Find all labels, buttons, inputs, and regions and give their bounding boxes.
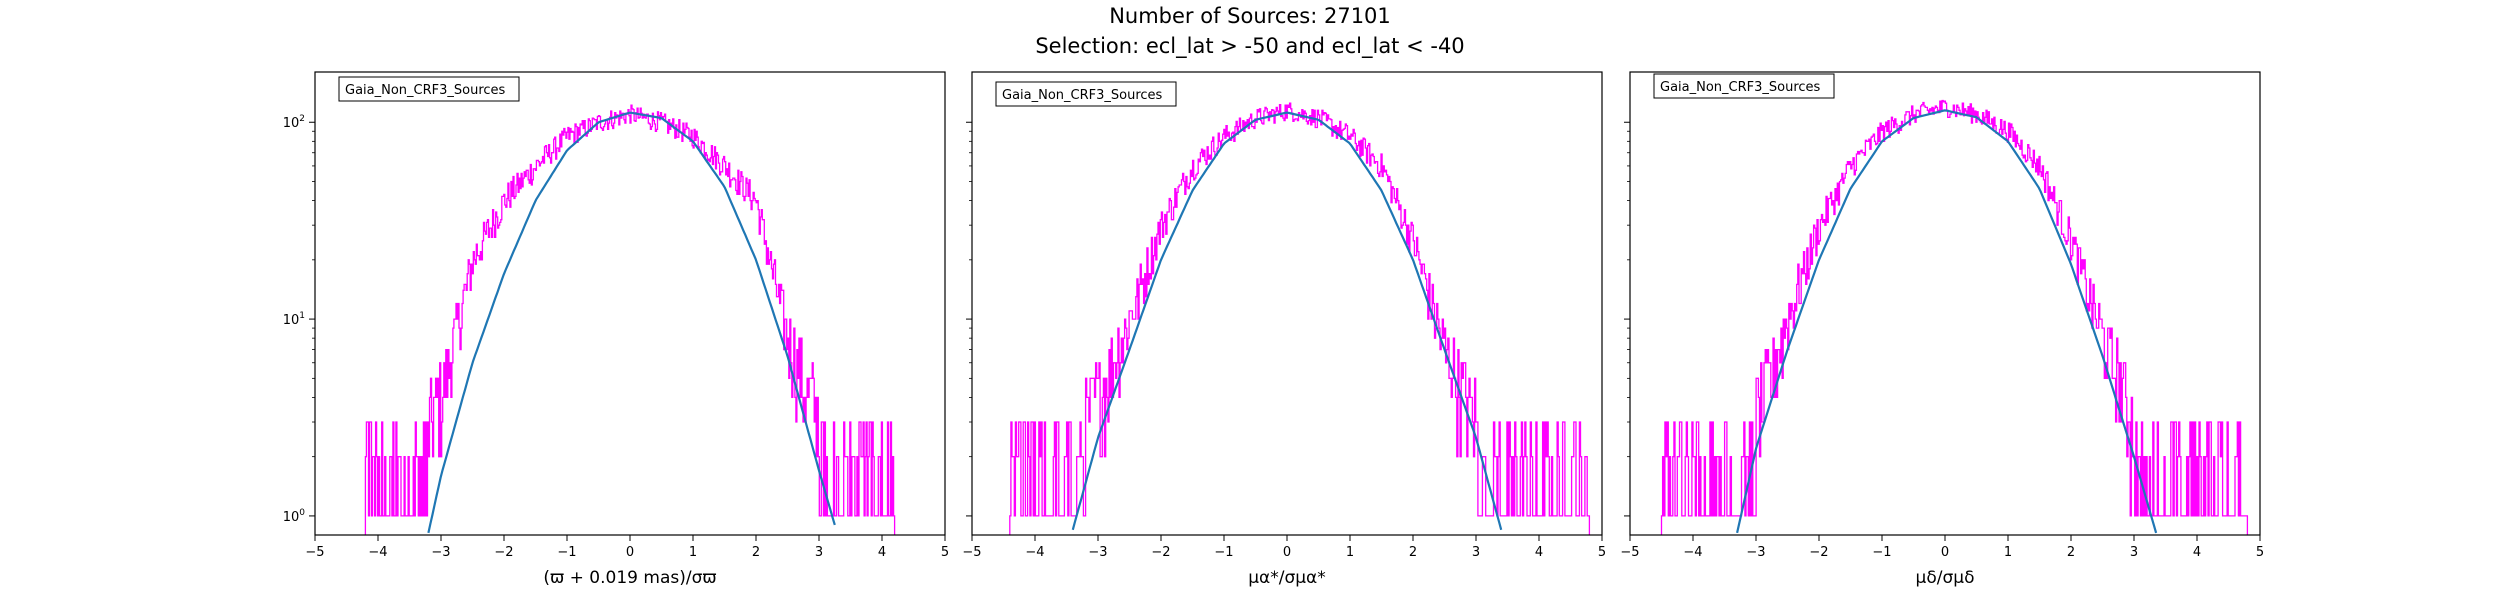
legend-label: Gaia_Non_CRF3_Sources	[345, 83, 506, 98]
legend-box	[1653, 73, 1835, 99]
y-tick-label: 101	[283, 311, 305, 328]
x-axis-label: (ϖ + 0.019 mas)/σϖ	[543, 568, 716, 588]
x-tick-label: −5	[1620, 545, 1639, 560]
fit-series	[1071, 111, 1503, 531]
x-tick-label: 2	[1409, 545, 1417, 560]
x-tick-label: −3	[431, 545, 450, 560]
y-tick-label: 100	[283, 508, 306, 525]
x-tick-label: −4	[1025, 545, 1044, 560]
x-tick-label: −1	[1214, 545, 1233, 560]
x-tick-label: −2	[1809, 545, 1828, 560]
histogram-series	[364, 104, 896, 535]
x-tick-label: 1	[689, 545, 697, 560]
chart-panel-3: −5 −4 −3 −2 −1 0 1 2 3 4 5 Gaia_Non_CRF3_Sources μδ/…	[1620, 71, 2264, 588]
x-tick-label: 4	[2193, 545, 2201, 560]
x-tick-label: 0	[1941, 545, 1949, 560]
x-tick-label: 4	[1535, 545, 1543, 560]
fit-curve	[1736, 109, 2158, 534]
x-tick-label: 5	[1598, 545, 1606, 560]
y-tick-label: 102	[283, 114, 305, 131]
legend: Gaia_Non_CRF3_Sources	[338, 76, 520, 102]
x-tick-label: 3	[815, 545, 823, 560]
figure-title: Number of Sources: 27101	[1109, 4, 1391, 28]
legend-label: Gaia_Non_CRF3_Sources	[1002, 88, 1163, 103]
x-tick-label: 5	[2256, 545, 2264, 560]
x-tick-label: 1	[2004, 545, 2012, 560]
x-tick-label: −5	[962, 545, 981, 560]
x-tick-label: −4	[368, 545, 387, 560]
x-tick-label: 0	[1283, 545, 1291, 560]
x-axis-label: μα*/σμα*	[1248, 568, 1326, 588]
x-tick-label: −4	[1683, 545, 1702, 560]
fit-curve	[427, 111, 836, 534]
x-tick-label: −3	[1088, 545, 1107, 560]
figure-subtitle: Selection: ecl_lat > -50 and ecl_lat < -…	[1035, 34, 1465, 58]
legend: Gaia_Non_CRF3_Sources	[995, 81, 1177, 107]
histogram-series	[1660, 99, 2249, 535]
x-tick-label: −3	[1746, 545, 1765, 560]
chart-panel-1: −5 −4 −3 −2 −1 0 1 2 3 4 5 100 101 102 Gaia_Non_CRF3_S…	[283, 71, 949, 588]
histogram-steps	[1660, 99, 2249, 535]
x-tick-label: 5	[941, 545, 949, 560]
x-tick-label: 0	[626, 545, 634, 560]
x-tick-label: −5	[305, 545, 324, 560]
x-tick-label: 1	[1346, 545, 1354, 560]
legend-box	[338, 76, 520, 102]
chart-panel-2: −5 −4 −3 −2 −1 0 1 2 3 4 5 Gaia_Non_CRF3_Sources μα*…	[962, 71, 1606, 588]
x-tick-label: 2	[2067, 545, 2075, 560]
x-tick-label: 3	[2130, 545, 2138, 560]
x-tick-label: −2	[494, 545, 513, 560]
x-tick-label: 3	[1472, 545, 1480, 560]
x-tick-label: −1	[557, 545, 576, 560]
fit-series	[427, 111, 836, 534]
legend: Gaia_Non_CRF3_Sources	[1653, 73, 1835, 99]
fit-series	[1736, 109, 2158, 534]
legend-label: Gaia_Non_CRF3_Sources	[1660, 80, 1821, 95]
x-tick-label: −1	[1872, 545, 1891, 560]
x-tick-label: −2	[1151, 545, 1170, 560]
x-axis-label: μδ/σμδ	[1916, 568, 1975, 588]
histogram-steps	[364, 104, 896, 535]
legend-box	[995, 81, 1177, 107]
histogram-steps	[1009, 102, 1591, 535]
fit-curve	[1071, 111, 1503, 531]
histogram-series	[1009, 102, 1591, 535]
x-tick-label: 2	[752, 545, 760, 560]
x-tick-label: 4	[878, 545, 886, 560]
